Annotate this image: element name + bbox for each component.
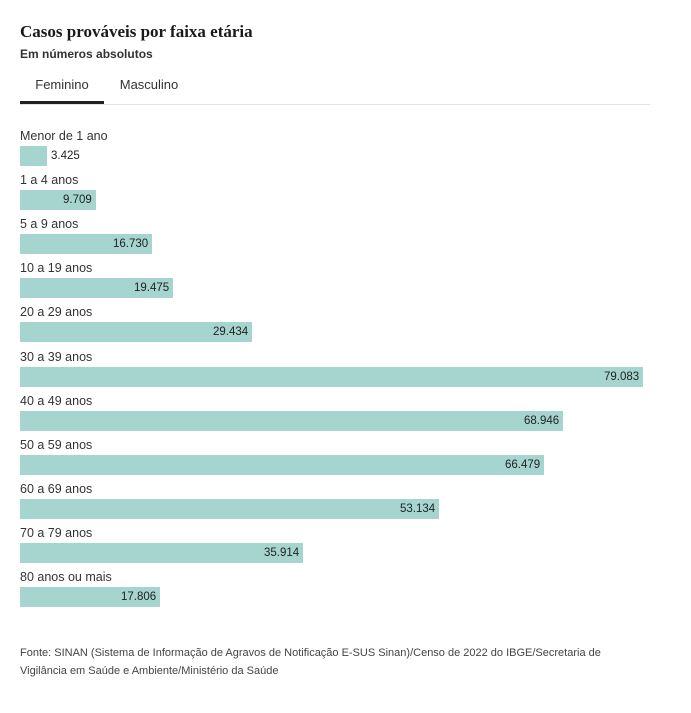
bar-row: 5 a 9 anos 16.730 <box>20 216 650 260</box>
value-label: 19.475 <box>134 282 170 295</box>
category-label: 5 a 9 anos <box>20 217 79 232</box>
bar <box>20 587 160 607</box>
category-label: 10 a 19 anos <box>20 261 93 276</box>
value-label: 9.709 <box>63 194 92 207</box>
value-label: 66.479 <box>505 458 541 471</box>
chart-subtitle: Em números absolutos <box>20 47 153 61</box>
category-label: 80 anos ou mais <box>20 570 112 584</box>
bar <box>20 322 252 343</box>
bar <box>20 498 439 519</box>
value-label: 17.806 <box>121 591 157 603</box>
bar-row: 40 a 49 anos 68.946 <box>20 393 650 437</box>
value-label: 16.730 <box>113 238 149 251</box>
value-label: 53.134 <box>400 502 436 515</box>
category-label: 50 a 59 anos <box>20 437 93 452</box>
bar <box>20 410 563 431</box>
tab-feminino[interactable]: Feminino <box>20 68 104 104</box>
bar-row: Menor de 1 ano 3.425 <box>20 128 650 172</box>
bar-row: 50 a 59 anos 66.479 <box>20 437 650 481</box>
bar-row: 10 a 19 anos 19.475 <box>20 260 650 304</box>
value-label: 29.434 <box>213 326 249 339</box>
category-label: Menor de 1 ano <box>20 129 108 143</box>
category-label: 70 a 79 anos <box>20 525 93 540</box>
category-label: 20 a 29 anos <box>20 305 93 320</box>
value-label: 68.946 <box>524 414 560 427</box>
category-label: 30 a 39 anos <box>20 349 93 364</box>
value-label: 79.083 <box>604 370 640 383</box>
bar-row: 1 a 4 anos 9.709 <box>20 172 650 216</box>
value-label: 3.425 <box>51 150 80 162</box>
bar-row: 30 a 39 anos 79.083 <box>20 349 650 393</box>
category-label: 40 a 49 anos <box>20 393 93 408</box>
bar <box>20 542 303 563</box>
category-label: 60 a 69 anos <box>20 481 93 496</box>
bar <box>20 146 47 166</box>
bar <box>20 190 96 211</box>
bar-row: 70 a 79 anos 35.914 <box>20 525 650 569</box>
bar <box>20 278 173 299</box>
bar <box>20 366 643 387</box>
chart-title: Casos prováveis por faixa etária <box>20 22 253 41</box>
bar-chart: Menor de 1 ano 3.425 1 a 4 anos 9.709 5 a 9 … <box>20 128 650 613</box>
value-label: 35.914 <box>264 546 300 559</box>
tab-masculino[interactable]: Masculino <box>119 77 179 92</box>
category-label: 1 a 4 anos <box>20 173 79 188</box>
bar <box>20 234 152 255</box>
bar-row: 20 a 29 anos 29.434 <box>20 304 650 348</box>
bar-row: 60 a 69 anos 53.134 <box>20 481 650 525</box>
bar <box>20 454 544 475</box>
tab-bar: Feminino Masculino <box>20 68 650 105</box>
bar-row: 80 anos ou mais 17.806 <box>20 569 650 613</box>
source-note: Fonte: SINAN (Sistema de Informação de A… <box>20 647 601 677</box>
